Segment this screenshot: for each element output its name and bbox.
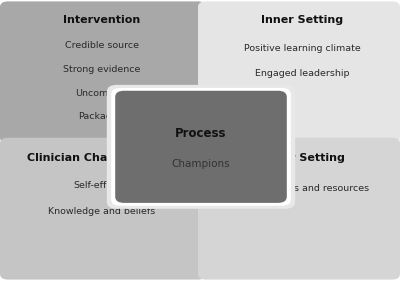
Text: Credible source: Credible source (65, 41, 139, 50)
FancyBboxPatch shape (0, 1, 206, 143)
FancyBboxPatch shape (107, 85, 295, 209)
Text: Positive learning climate: Positive learning climate (244, 44, 360, 53)
Text: Outer Setting: Outer Setting (260, 153, 344, 163)
Text: Self-efficacy: Self-efficacy (73, 181, 131, 190)
Text: Engaged leadership: Engaged leadership (255, 69, 349, 78)
Text: Uncomplex: Uncomplex (75, 89, 129, 98)
Text: Champions: Champions (172, 159, 230, 169)
FancyBboxPatch shape (198, 1, 400, 143)
Text: Strong evidence: Strong evidence (63, 65, 141, 74)
Text: Knowledge and beliefs: Knowledge and beliefs (48, 207, 156, 216)
Text: Clinician Characteristics: Clinician Characteristics (26, 153, 178, 163)
Text: Packaging: Packaging (78, 112, 126, 121)
Text: Inner Setting: Inner Setting (261, 15, 343, 26)
FancyBboxPatch shape (198, 138, 400, 280)
Text: Process: Process (175, 127, 227, 140)
FancyBboxPatch shape (111, 88, 291, 206)
FancyBboxPatch shape (0, 138, 206, 280)
Text: Intervention: Intervention (63, 15, 141, 26)
FancyBboxPatch shape (115, 91, 287, 203)
Text: Patient needs and resources: Patient needs and resources (234, 184, 370, 193)
